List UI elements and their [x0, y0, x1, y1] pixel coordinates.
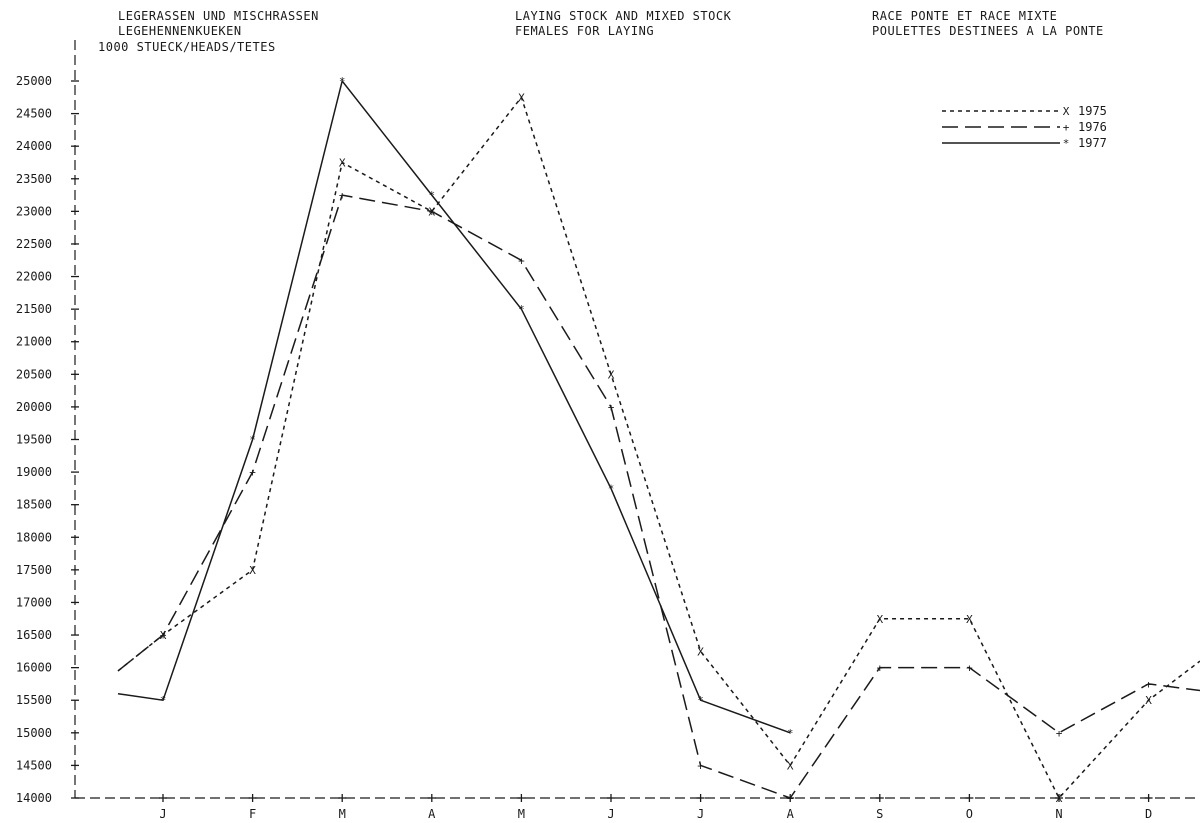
series-line-1975: [117, 95, 1200, 800]
legend-label-1976: 1976: [1078, 120, 1107, 134]
x-tick-label: J: [697, 807, 704, 821]
y-tick-label: 14000: [16, 791, 52, 805]
data-point-1975: X: [518, 91, 525, 104]
data-point-1976: +: [608, 401, 615, 414]
series-line-1977: [117, 79, 791, 734]
y-tick-label: 24000: [16, 139, 52, 153]
legend-label-1975: 1975: [1078, 104, 1107, 118]
legend-marker-1977: *: [1063, 137, 1070, 150]
header-fr-line2: POULETTES DESTINEES A LA PONTE: [872, 24, 1104, 38]
header-en-line1: LAYING STOCK AND MIXED STOCK: [515, 9, 732, 23]
y-tick-label: 15000: [16, 726, 52, 740]
data-point-1976: +: [697, 759, 704, 772]
data-point-1976: +: [787, 792, 794, 805]
y-tick-label: 23000: [16, 204, 52, 218]
legend-label-1977: 1977: [1078, 136, 1107, 150]
data-point-1977: *: [697, 694, 704, 707]
y-tick-label: 19000: [16, 465, 52, 479]
x-tick-label: M: [339, 807, 346, 821]
data-point-1975: X: [1145, 694, 1152, 707]
y-tick-label: 17500: [16, 563, 52, 577]
data-point-1977: *: [608, 482, 615, 495]
data-point-1975: X: [249, 564, 256, 577]
x-tick-label: F: [249, 807, 256, 821]
y-tick-label: 16000: [16, 661, 52, 675]
data-point-1976: +: [1145, 678, 1152, 691]
header-de-line2: LEGEHENNENKUEKEN: [118, 24, 242, 38]
data-point-1977: *: [339, 75, 346, 88]
y-tick-label: 24500: [16, 107, 52, 121]
y-tick-label: 21500: [16, 302, 52, 316]
y-tick-label: 23500: [16, 172, 52, 186]
y-tick-label: 20500: [16, 367, 52, 381]
y-tick-label: 17000: [16, 595, 52, 609]
x-tick-label: J: [159, 807, 166, 821]
y-tick-label: 18500: [16, 498, 52, 512]
y-axis-unit-label: 1000 STUECK/HEADS/TETES: [98, 40, 276, 54]
data-point-1976: +: [428, 205, 435, 218]
data-point-1977: *: [160, 694, 167, 707]
y-tick-label: 14500: [16, 758, 52, 772]
series-line-1976: [117, 194, 1200, 799]
y-tick-label: 21000: [16, 335, 52, 349]
y-tick-label: 25000: [16, 74, 52, 88]
data-point-1976: +: [160, 629, 167, 642]
x-tick-label: O: [966, 807, 973, 821]
y-tick-label: 22500: [16, 237, 52, 251]
data-point-1976: +: [1056, 727, 1063, 740]
data-point-1977: *: [428, 189, 435, 202]
y-tick-label: 20000: [16, 400, 52, 414]
legend: X 1975 + 1976 * 1977: [942, 104, 1107, 150]
data-point-1975: X: [966, 613, 973, 626]
x-tick-label: A: [428, 807, 436, 821]
header-en-line2: FEMALES FOR LAYING: [515, 24, 654, 38]
data-point-1977: *: [249, 434, 256, 447]
y-tick-label: 19500: [16, 433, 52, 447]
x-tick-label: D: [1145, 807, 1152, 821]
data-point-1977: *: [518, 303, 525, 316]
data-point-1976: +: [966, 662, 973, 675]
data-point-1977: *: [787, 727, 794, 740]
data-point-1976: +: [876, 662, 883, 675]
data-point-1976: +: [339, 189, 346, 202]
data-point-1975: X: [876, 613, 883, 626]
data-point-1975: X: [697, 645, 704, 658]
x-tick-label: J: [607, 807, 614, 821]
data-point-1976: +: [518, 254, 525, 267]
header-de-line1: LEGERASSEN UND MISCHRASSEN: [118, 9, 319, 23]
data-point-1976: +: [249, 466, 256, 479]
data-point-1975: X: [1056, 792, 1063, 805]
y-tick-label: 15500: [16, 693, 52, 707]
x-tick-label: M: [518, 807, 525, 821]
data-point-1975: X: [787, 759, 794, 772]
data-point-1975: X: [339, 156, 346, 169]
y-tick-label: 22000: [16, 270, 52, 284]
x-tick-label: N: [1055, 807, 1062, 821]
data-point-1975: X: [608, 368, 615, 381]
x-tick-label: S: [876, 807, 883, 821]
y-axis-ticks: 14000 14500 15000 15500 16000 16500 17000 17500…: [16, 74, 79, 805]
y-tick-label: 18000: [16, 530, 52, 544]
x-tick-label: A: [787, 807, 795, 821]
legend-marker-1976: +: [1063, 121, 1070, 134]
y-tick-label: 16500: [16, 628, 52, 642]
header-fr-line1: RACE PONTE ET RACE MIXTE: [872, 9, 1057, 23]
legend-marker-1975: X: [1063, 105, 1070, 118]
